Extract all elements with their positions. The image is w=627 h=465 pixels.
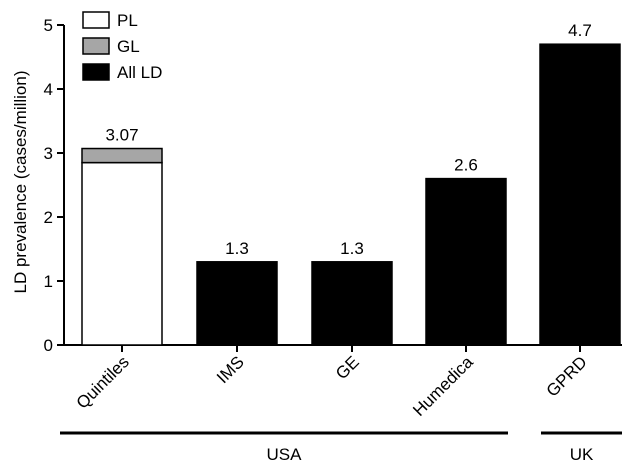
- group-label: UK: [570, 445, 594, 464]
- data-label: 3.07: [105, 126, 138, 145]
- y-tick-label: 0: [44, 336, 53, 355]
- legend: PL GL All LD: [82, 11, 162, 82]
- legend-swatch: [82, 63, 110, 81]
- y-tick-label: 2: [44, 208, 53, 227]
- y-axis-label: LD prevalence (cases/million): [11, 71, 30, 294]
- y-tick-label: 4: [44, 80, 53, 99]
- bar-all-ld: [311, 261, 393, 346]
- y-tick-label: 5: [44, 16, 53, 35]
- y-tick-label: 1: [44, 272, 53, 291]
- x-tick-label: GPRD: [543, 352, 591, 400]
- legend-swatch: [82, 37, 110, 55]
- legend-label: PL: [117, 11, 138, 30]
- legend-swatch: [82, 11, 110, 29]
- data-label: 1.3: [340, 239, 364, 258]
- data-label: 1.3: [225, 239, 249, 258]
- bar-all-ld: [196, 261, 278, 346]
- x-tick-label: Humedica: [409, 352, 477, 420]
- x-tick-label: GE: [332, 352, 363, 383]
- data-label: 2.6: [454, 156, 478, 175]
- x-tick-label: IMS: [213, 352, 248, 387]
- bar-gl: [81, 147, 163, 164]
- group-brackets: USA UK: [60, 431, 622, 464]
- group-label: USA: [267, 445, 303, 464]
- legend-label: All LD: [117, 63, 162, 82]
- legend-label: GL: [117, 37, 140, 56]
- bar-pl: [81, 161, 163, 346]
- data-label: 4.7: [568, 21, 592, 40]
- y-tick-label: 3: [44, 144, 53, 163]
- bar-all-ld: [539, 43, 621, 346]
- x-tick-label: Quintiles: [73, 352, 133, 412]
- bar-all-ld: [425, 177, 507, 346]
